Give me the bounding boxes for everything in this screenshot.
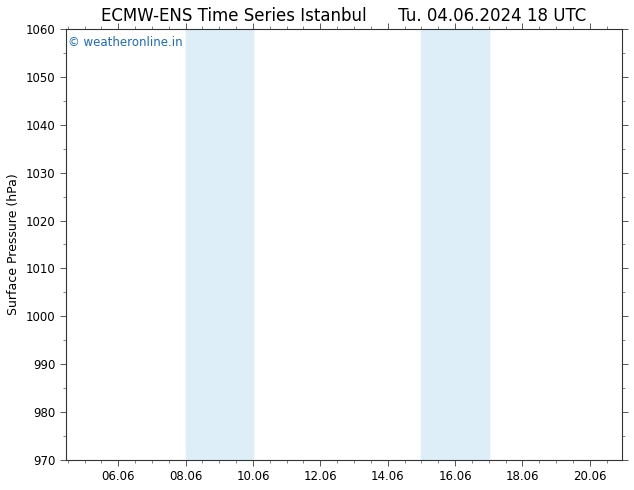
- Y-axis label: Surface Pressure (hPa): Surface Pressure (hPa): [7, 173, 20, 316]
- Title: ECMW-ENS Time Series Istanbul      Tu. 04.06.2024 18 UTC: ECMW-ENS Time Series Istanbul Tu. 04.06.…: [101, 7, 586, 25]
- Text: © weatheronline.in: © weatheronline.in: [68, 36, 183, 49]
- Bar: [186, 29, 253, 460]
- Bar: [422, 29, 489, 460]
